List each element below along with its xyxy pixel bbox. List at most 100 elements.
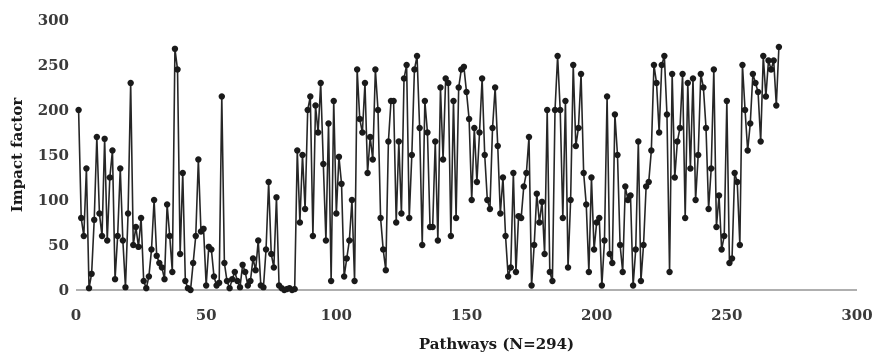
data-point [161, 276, 168, 283]
data-point [580, 169, 587, 177]
data-point [218, 93, 225, 100]
data-point [239, 261, 246, 268]
data-point [465, 115, 473, 123]
data-point [333, 210, 340, 217]
data-point [231, 268, 238, 276]
data-point [773, 102, 780, 109]
data-point [661, 52, 668, 60]
data-point [192, 232, 199, 240]
data-point [369, 156, 376, 163]
data-point [700, 84, 707, 91]
data-point [268, 250, 275, 258]
data-point [648, 147, 655, 154]
data-point [189, 259, 197, 267]
data-point [635, 138, 642, 145]
data-point [736, 241, 744, 249]
data-point [554, 52, 561, 60]
data-point [723, 97, 731, 105]
data-point [158, 264, 166, 271]
x-tick-label: 300 [841, 306, 872, 324]
data-point [734, 178, 741, 186]
data-point [702, 124, 710, 132]
data-point [252, 267, 259, 274]
data-point [533, 190, 540, 197]
data-point [671, 174, 678, 181]
data-point [528, 282, 535, 289]
data-point [601, 237, 608, 244]
data-point [382, 267, 389, 274]
data-point [559, 214, 567, 222]
data-point [419, 241, 426, 249]
data-point [721, 232, 728, 240]
data-point [390, 97, 397, 105]
data-point [320, 160, 327, 168]
data-point [247, 277, 254, 285]
data-point [494, 142, 501, 150]
data-point [343, 255, 350, 262]
data-point [603, 93, 611, 100]
data-point [223, 277, 231, 285]
data-point [395, 138, 403, 145]
data-point [153, 252, 160, 259]
data-point [169, 268, 176, 276]
x-axis-ticks: 0 50 100 150 200 250 300 [71, 306, 873, 324]
data-point [421, 97, 429, 105]
data-point [195, 156, 202, 163]
data-point [124, 210, 132, 217]
data-point [632, 246, 639, 253]
data-point [429, 223, 436, 231]
data-point [705, 205, 712, 213]
data-point [83, 165, 90, 172]
x-tick-label: 200 [581, 306, 612, 324]
data-point [538, 198, 546, 205]
data-point [119, 237, 127, 244]
data-point [523, 169, 530, 177]
data-point [325, 120, 332, 127]
data-point [348, 196, 356, 204]
data-point [236, 284, 244, 291]
data-point [182, 277, 189, 285]
data-point [88, 270, 95, 277]
data-point [424, 129, 431, 136]
data-point [403, 61, 410, 69]
data-point [713, 223, 720, 231]
data-point [765, 57, 772, 64]
data-point [770, 57, 777, 64]
data-point [338, 180, 345, 187]
x-tick-label: 250 [711, 306, 742, 324]
data-point [104, 237, 111, 244]
data-point [520, 183, 527, 190]
data-point [497, 210, 504, 217]
data-point [406, 214, 413, 222]
data-point [215, 279, 223, 286]
data-point [695, 151, 702, 159]
data-point [588, 174, 595, 181]
data-point [163, 201, 171, 208]
y-tick-label: 250 [38, 56, 69, 74]
data-point [596, 214, 603, 222]
data-point [577, 70, 585, 78]
data-point [640, 241, 647, 249]
data-point [616, 241, 624, 249]
data-point [265, 178, 272, 186]
data-point [775, 43, 783, 51]
data-point [75, 106, 82, 114]
data-point [718, 246, 725, 253]
data-point [760, 52, 767, 60]
data-point [752, 79, 759, 87]
data-point [148, 246, 155, 253]
data-point [478, 75, 486, 82]
data-point [314, 129, 322, 136]
data-point [439, 156, 447, 163]
data-point [413, 52, 421, 60]
data-point [255, 237, 262, 244]
data-point [377, 214, 384, 222]
data-point [668, 70, 676, 78]
data-point [549, 277, 556, 285]
data-point [130, 241, 137, 249]
x-tick-label: 100 [321, 306, 352, 324]
data-point [491, 84, 499, 91]
data-point [504, 273, 512, 280]
data-point [663, 111, 671, 118]
data-point [309, 232, 317, 240]
